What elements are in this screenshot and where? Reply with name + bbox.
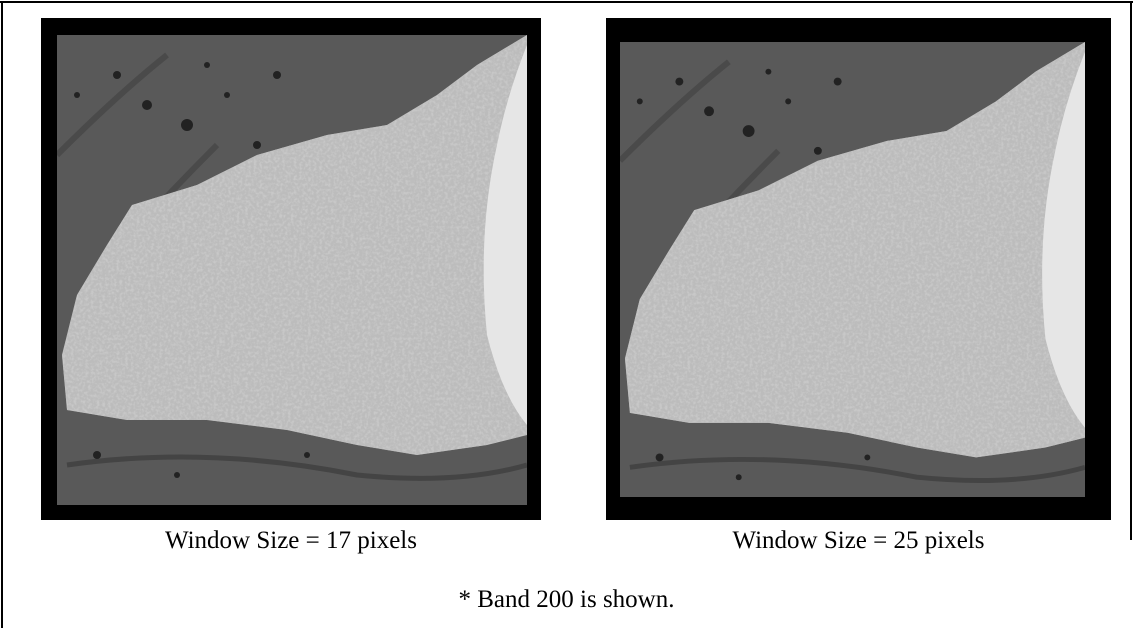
figure-note: * Band 200 is shown.	[458, 586, 675, 613]
image-panel-1	[41, 18, 541, 520]
panel-caption: Window Size = 17 pixels	[165, 527, 417, 554]
panel-caption: Window Size = 25 pixels	[732, 527, 985, 554]
image-panel-2	[606, 18, 1111, 520]
